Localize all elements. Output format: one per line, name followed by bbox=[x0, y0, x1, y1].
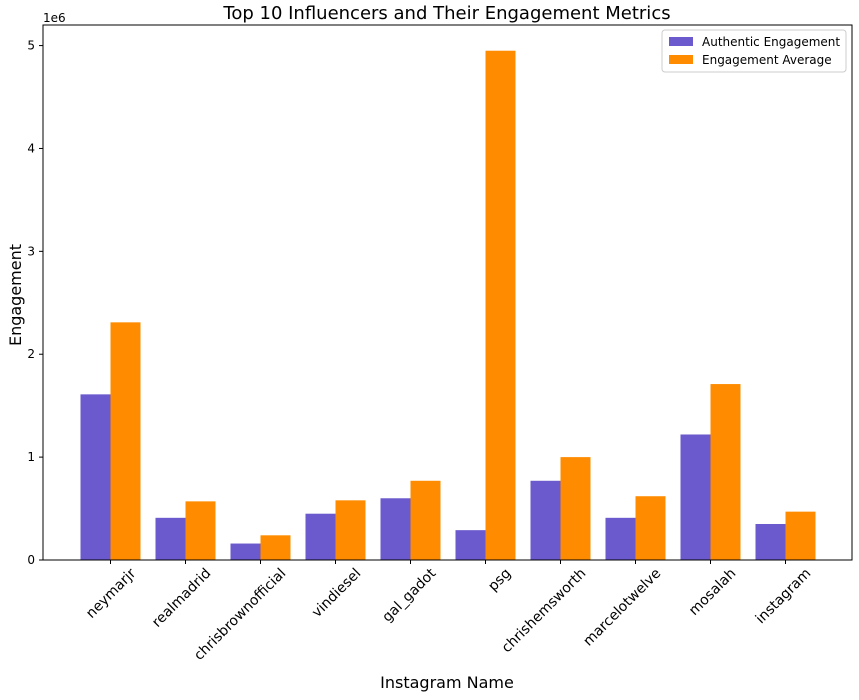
bar-engagement-average-vindiesel bbox=[335, 500, 366, 560]
legend-swatch-authentic-engagement bbox=[669, 37, 693, 46]
x-tick-label: gal_gadot bbox=[379, 565, 439, 625]
y-tick-label: 1 bbox=[27, 450, 35, 464]
y-axis-label: Engagement bbox=[6, 244, 25, 346]
bar-authentic-engagement-instagram bbox=[755, 523, 786, 560]
bar-engagement-average-psg bbox=[485, 50, 516, 560]
bar-engagement-average-instagram bbox=[785, 511, 816, 560]
x-tick-label: chrishemsworth bbox=[499, 566, 590, 657]
chart-title: Top 10 Influencers and Their Engagement … bbox=[222, 3, 670, 24]
legend-label-engagement-average: Engagement Average bbox=[702, 53, 832, 67]
bar-authentic-engagement-vindiesel bbox=[305, 513, 336, 560]
bar-authentic-engagement-chrishemsworth bbox=[530, 480, 561, 560]
legend-box bbox=[661, 29, 847, 73]
bar-authentic-engagement-neymarjr bbox=[80, 394, 111, 560]
y-tick-label: 4 bbox=[27, 141, 35, 155]
legend: Authentic Engagement Engagement Average bbox=[661, 29, 847, 73]
legend-swatch-engagement-average bbox=[669, 55, 693, 64]
bar-authentic-engagement-psg bbox=[455, 530, 486, 560]
bar-engagement-average-chrishemsworth bbox=[560, 457, 591, 560]
y-tick-label: 0 bbox=[27, 553, 35, 567]
x-tick-label: realmadrid bbox=[149, 566, 214, 631]
y-tick-label: 2 bbox=[27, 347, 35, 361]
bar-authentic-engagement-chrisbrownofficial bbox=[230, 543, 261, 560]
bar-engagement-average-neymarjr bbox=[110, 322, 141, 560]
bar-engagement-average-realmadrid bbox=[185, 501, 216, 560]
bar-engagement-average-gal-gadot bbox=[410, 480, 441, 560]
x-tick-label: psg bbox=[485, 566, 514, 595]
bar-authentic-engagement-mosalah bbox=[680, 434, 711, 560]
legend-label-authentic-engagement: Authentic Engagement bbox=[702, 35, 840, 49]
y-tick-label: 5 bbox=[27, 39, 35, 53]
bar-authentic-engagement-marcelotwelve bbox=[605, 517, 636, 560]
x-tick-label: vindiesel bbox=[309, 566, 364, 621]
bar-engagement-average-chrisbrownofficial bbox=[260, 535, 291, 560]
y-axis: 0 1 2 3 4 5 bbox=[27, 39, 43, 567]
bar-engagement-average-marcelotwelve bbox=[635, 496, 666, 560]
bar-authentic-engagement-realmadrid bbox=[155, 517, 186, 560]
x-axis-label: Instagram Name bbox=[380, 673, 514, 692]
x-tick-label: mosalah bbox=[686, 566, 739, 619]
y-tick-label: 3 bbox=[27, 244, 35, 258]
x-tick-label: neymarjr bbox=[83, 565, 139, 621]
bars bbox=[80, 50, 816, 560]
y-offset-label: 1e6 bbox=[43, 11, 66, 25]
x-tick-label: marcelotwelve bbox=[580, 566, 664, 650]
x-tick-label: instagram bbox=[753, 566, 815, 628]
plot-frame bbox=[42, 24, 853, 561]
bar-engagement-average-mosalah bbox=[710, 384, 741, 560]
bar-authentic-engagement-gal-gadot bbox=[380, 498, 411, 560]
